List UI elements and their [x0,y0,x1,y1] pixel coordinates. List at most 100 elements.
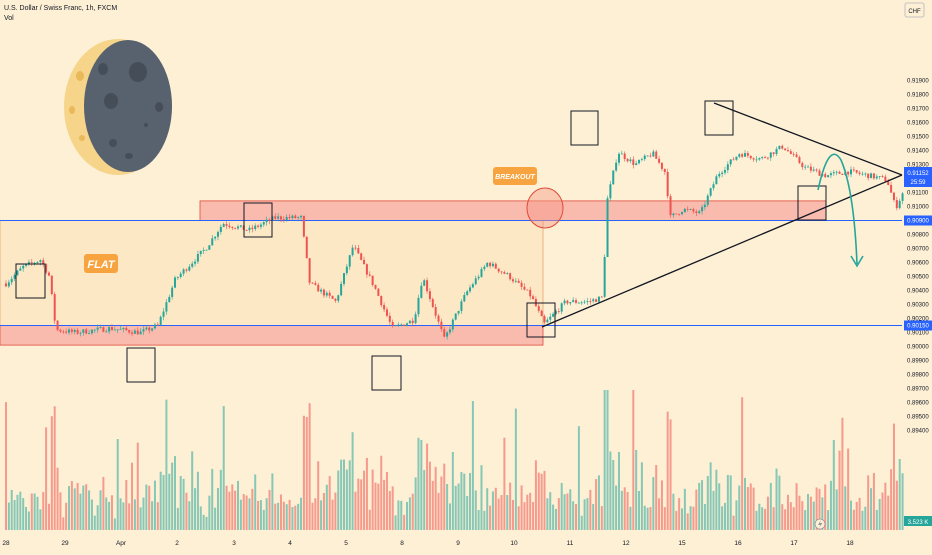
volume-bar [65,502,68,530]
candle-body [569,302,572,304]
volume-bar [113,518,116,530]
candle-body [807,166,810,168]
volume-bar [262,509,265,530]
flat-label[interactable]: FLAT [84,254,118,273]
candle-body [766,157,769,159]
volume-bar [25,506,28,530]
candle-body [509,273,512,280]
volume-bar [357,478,360,530]
candle-body [583,301,586,303]
volume-bar [483,510,486,530]
highlight-box-4[interactable] [371,355,402,391]
breakout-circle[interactable] [526,187,564,229]
highlight-box-5[interactable] [526,302,556,338]
time-scale[interactable]: 28 29 Apr 2 3 4 5 8 9 10 11 12 15 16 17 18 [2,540,854,547]
volume-bar [225,485,228,530]
candle-body [156,324,159,326]
x-tick-label: 9 [456,540,460,547]
candle-body [237,226,240,229]
candle-body [53,294,56,321]
candle-body [122,327,125,329]
volume-bar [371,469,374,530]
volume-bar [583,499,586,530]
candle-body [334,298,337,301]
volume-bar [712,490,715,530]
candle-body [580,302,583,304]
zone-lower-zone[interactable] [0,325,544,346]
volume-bar [809,496,812,530]
x-tick-label: 17 [790,540,798,547]
forecast-arrow[interactable] [817,153,858,265]
highlight-box-6[interactable] [570,110,599,146]
volume-bar [460,472,463,530]
candle-body [348,255,351,267]
candle-body [357,248,360,254]
candle-body [62,331,65,333]
highlight-box-2[interactable] [126,347,156,383]
highlight-box-8[interactable] [797,185,827,221]
volume-bar [133,499,136,530]
volume-bar [792,507,795,530]
candle-body [586,301,589,302]
price-scale[interactable]: 0.91900 0.91800 0.91700 0.91600 0.91500 0.914… [907,79,929,435]
candle-body [772,152,775,154]
volume-bar [463,473,466,530]
volume-bar [818,488,821,530]
candle-body [695,211,698,214]
candle-body [380,295,383,306]
highlight-box-3[interactable] [243,202,273,238]
volume-indicator-label[interactable]: Vol [4,15,14,22]
volume-bar [895,480,898,530]
volume-bar [638,490,641,530]
candle-body [489,262,492,267]
volume-bar [70,481,73,530]
candle-body [411,320,414,324]
candle-body [749,155,752,159]
volume-bar [454,485,457,530]
candle-body [403,324,406,326]
currency-badge[interactable]: CHF [904,2,925,18]
triangle-lower-line[interactable] [541,174,903,328]
symbol-title[interactable]: U.S. Dollar / Swiss Franc, 1h, FXCM [4,5,118,12]
volume-bar [179,476,182,530]
candle-body [294,215,297,219]
candle-body [520,282,523,287]
volume-bar [428,461,431,530]
volume-bar [7,502,10,530]
x-tick-label: Apr [116,540,127,547]
volume-bar [801,501,804,530]
triangle-upper-line[interactable] [713,102,903,176]
breakout-label[interactable]: BREAKOUT [493,167,537,185]
volume-bar [448,503,451,530]
volume-bar [59,492,62,530]
zone-upper-zone[interactable] [199,200,827,221]
volume-bar [663,507,666,530]
volume-bar [156,502,159,530]
candle-body [188,266,191,271]
lightning-icon[interactable] [814,518,826,530]
volume-bar [105,497,108,530]
volume-bar [325,484,328,530]
volume-bar [678,498,681,530]
candle-body [119,328,122,330]
candle-body [592,299,595,302]
candle-body [85,329,88,334]
highlight-box-1[interactable] [15,263,46,299]
volume-bar [769,482,772,530]
volume-bar [451,452,454,530]
candle-body [297,217,300,219]
volume-bar [849,500,852,530]
candle-body [377,288,380,296]
candle-body [268,219,271,221]
volume-bar [692,506,695,530]
candle-body [340,283,343,296]
volume-bar [93,515,96,530]
candle-body [199,250,202,255]
highlight-box-7[interactable] [704,100,734,136]
volume-bar [640,462,643,530]
candle-body [761,157,764,159]
candle-body [191,263,194,267]
candle-body [145,327,148,330]
